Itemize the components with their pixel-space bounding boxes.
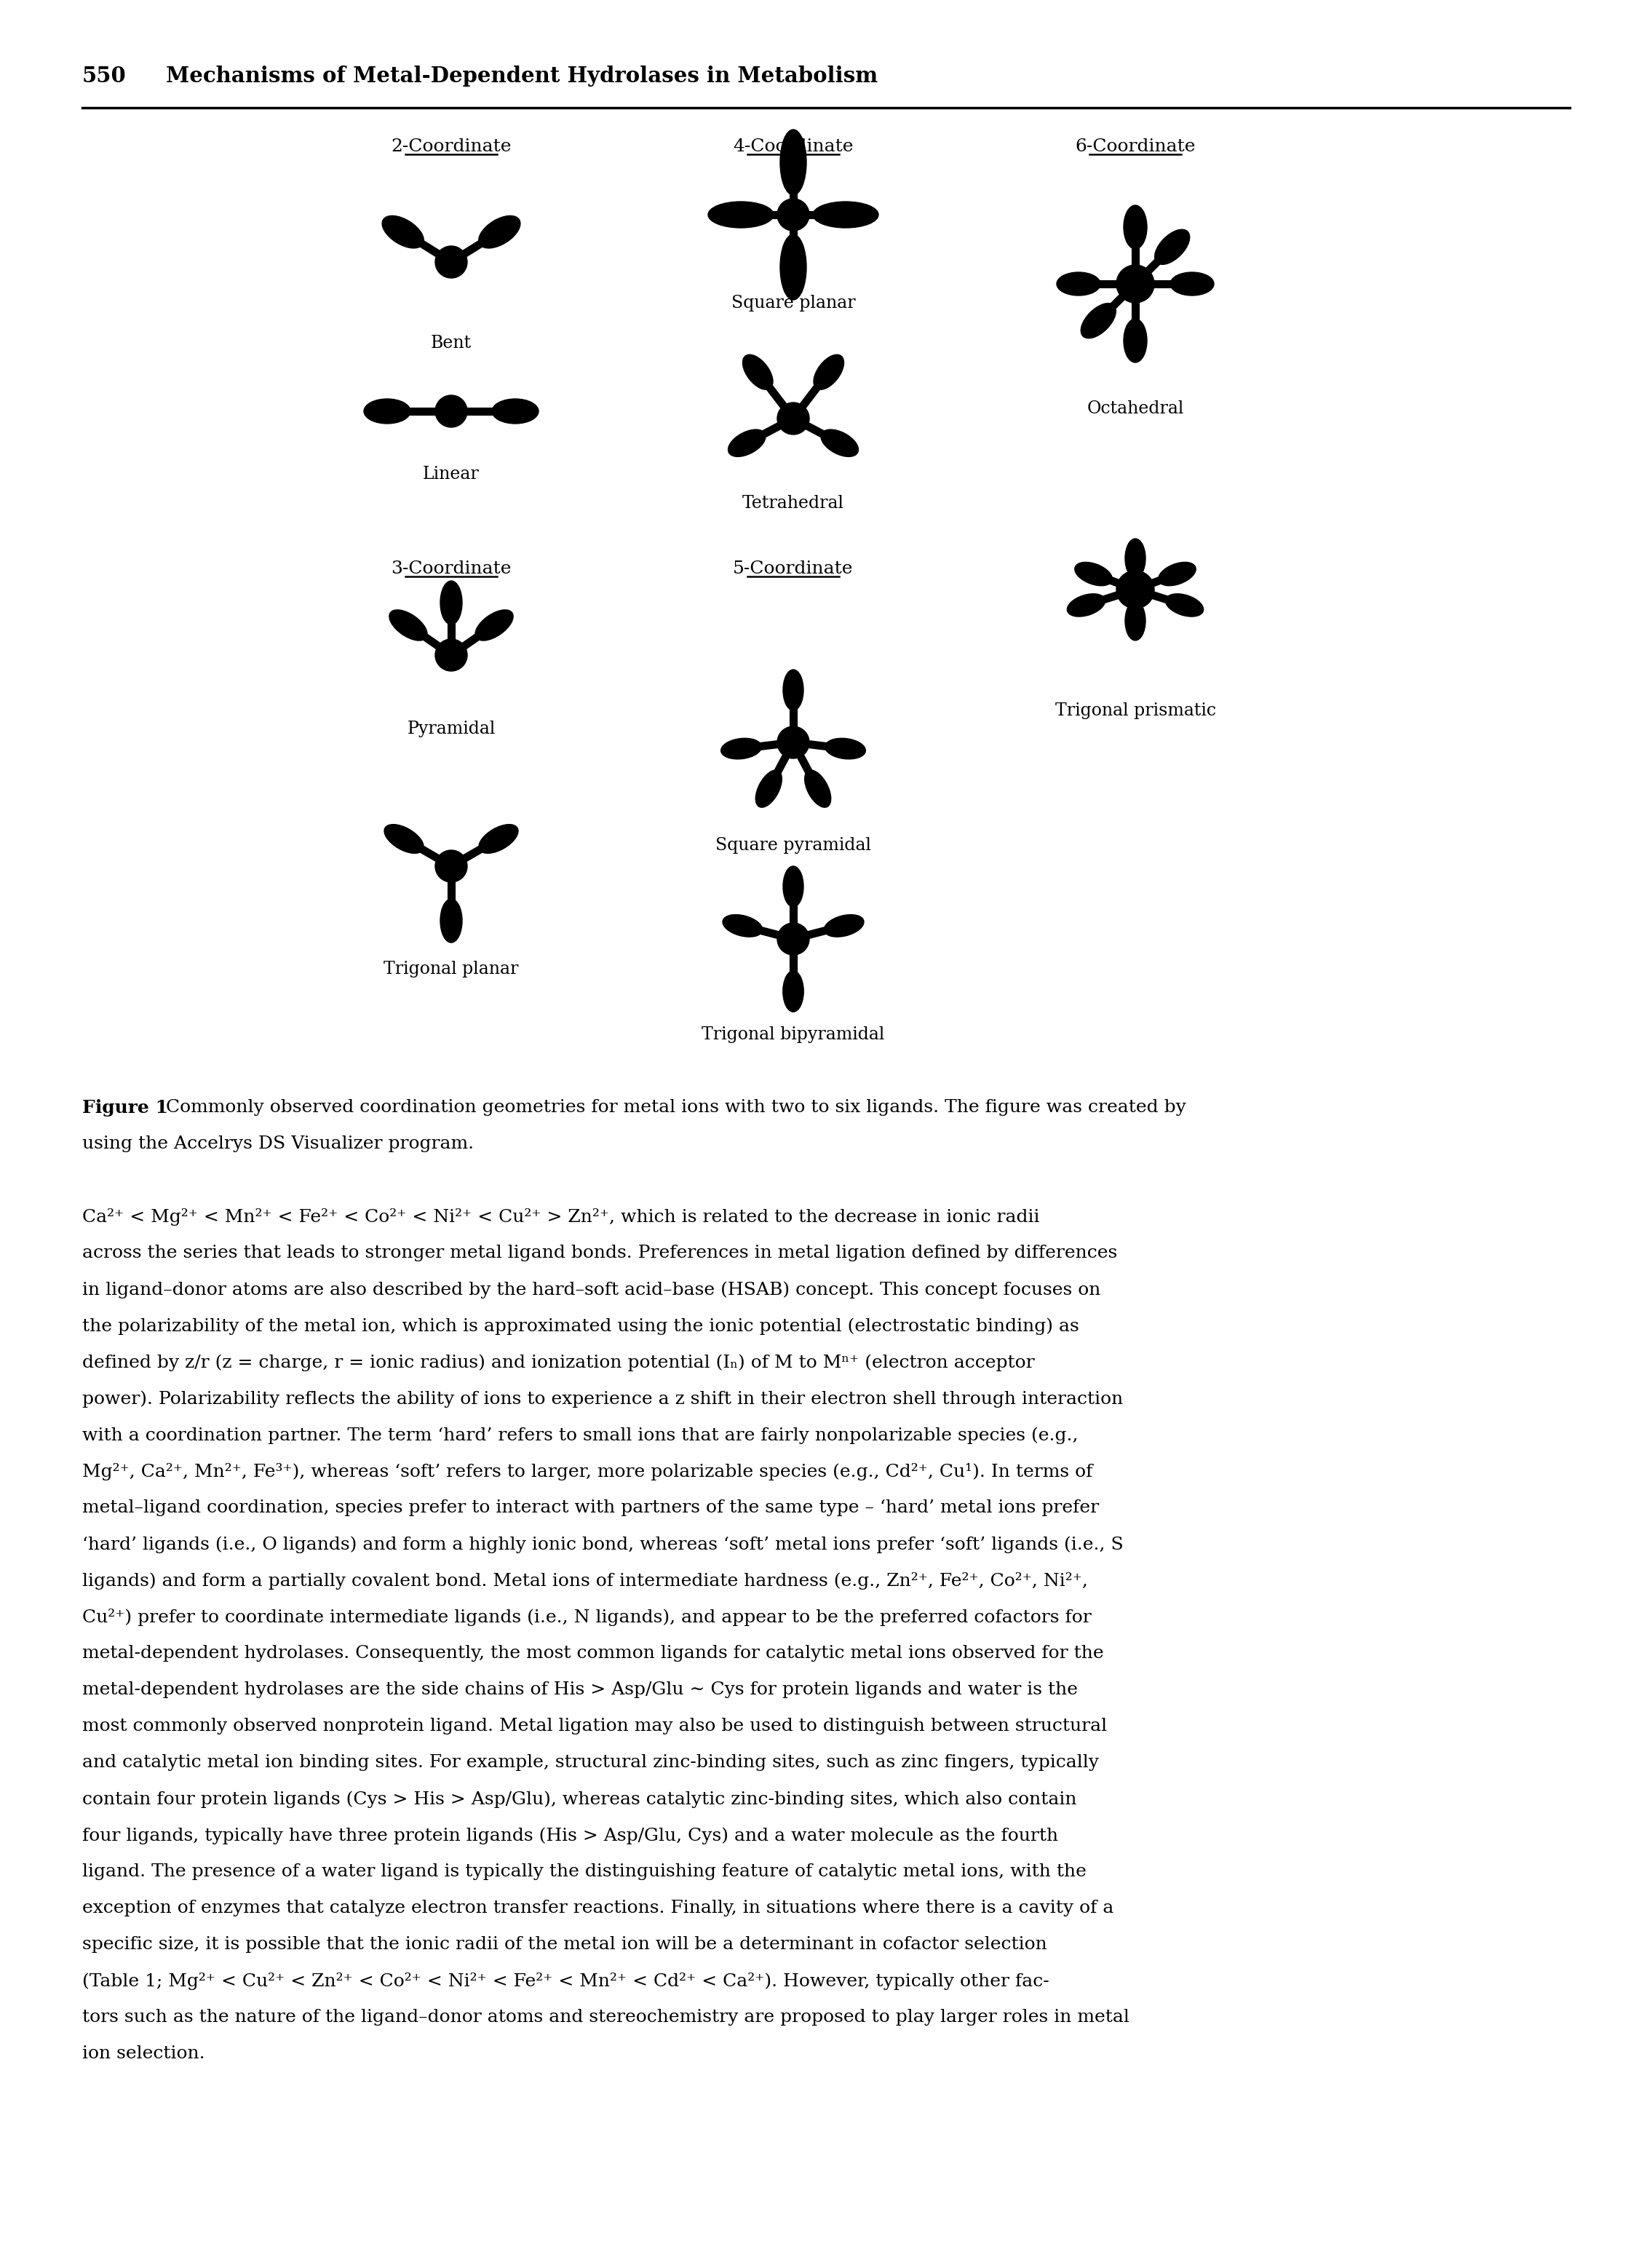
Ellipse shape <box>821 430 859 457</box>
Ellipse shape <box>1123 205 1146 250</box>
Ellipse shape <box>1125 601 1145 640</box>
Text: using the Accelrys DS Visualizer program.: using the Accelrys DS Visualizer program… <box>83 1135 474 1153</box>
Text: 5-Coordinate: 5-Coordinate <box>733 561 854 577</box>
Circle shape <box>1117 570 1155 608</box>
Ellipse shape <box>783 971 803 1011</box>
Ellipse shape <box>1158 563 1196 586</box>
Text: Mechanisms of Metal-Dependent Hydrolases in Metabolism: Mechanisms of Metal-Dependent Hydrolases… <box>165 65 877 86</box>
Ellipse shape <box>824 739 866 759</box>
Ellipse shape <box>390 610 428 640</box>
Text: ligands) and form a partially covalent bond. Metal ions of intermediate hardness: ligands) and form a partially covalent b… <box>83 1572 1089 1590</box>
Text: Figure 1: Figure 1 <box>83 1099 169 1117</box>
Text: Square planar: Square planar <box>732 295 856 311</box>
Ellipse shape <box>479 216 520 248</box>
Ellipse shape <box>441 899 463 944</box>
Circle shape <box>434 396 468 428</box>
Text: metal-dependent hydrolases are the side chains of His > Asp/Glu ∼ Cys for protei: metal-dependent hydrolases are the side … <box>83 1682 1077 1698</box>
Text: with a coordination partner. The term ‘hard’ refers to small ions that are fairl: with a coordination partner. The term ‘h… <box>83 1426 1079 1444</box>
Ellipse shape <box>780 131 806 196</box>
Text: Cu²⁺) prefer to coordinate intermediate ligands (i.e., N ligands), and appear to: Cu²⁺) prefer to coordinate intermediate … <box>83 1608 1092 1626</box>
Ellipse shape <box>709 203 773 227</box>
Text: metal–ligand coordination, species prefer to interact with partners of the same : metal–ligand coordination, species prefe… <box>83 1500 1099 1516</box>
Circle shape <box>434 245 468 277</box>
Ellipse shape <box>780 234 806 300</box>
Ellipse shape <box>722 914 763 937</box>
Text: four ligands, typically have three protein ligands (His > Asp/Glu, Cys) and a wa: four ligands, typically have three prote… <box>83 1826 1059 1844</box>
Text: Linear: Linear <box>423 466 479 482</box>
Text: specific size, it is possible that the ionic radii of the metal ion will be a de: specific size, it is possible that the i… <box>83 1937 1047 1952</box>
Ellipse shape <box>729 430 765 457</box>
Text: most commonly observed nonprotein ligand. Metal ligation may also be used to dis: most commonly observed nonprotein ligand… <box>83 1718 1107 1734</box>
Circle shape <box>776 727 809 759</box>
Ellipse shape <box>1067 595 1105 617</box>
Ellipse shape <box>1165 595 1203 617</box>
Text: 4-Coordinate: 4-Coordinate <box>733 137 854 155</box>
Text: 3-Coordinate: 3-Coordinate <box>392 561 512 577</box>
Text: exception of enzymes that catalyze electron transfer reactions. Finally, in situ: exception of enzymes that catalyze elect… <box>83 1901 1113 1916</box>
Text: Bent: Bent <box>431 336 471 351</box>
Text: power). Polarizability reflects the ability of ions to experience a z shift in t: power). Polarizability reflects the abil… <box>83 1389 1123 1408</box>
Text: across the series that leads to stronger metal ligand bonds. Preferences in meta: across the series that leads to stronger… <box>83 1245 1117 1261</box>
Text: ligand. The presence of a water ligand is typically the distinguishing feature o: ligand. The presence of a water ligand i… <box>83 1862 1087 1880</box>
Ellipse shape <box>385 824 423 854</box>
Ellipse shape <box>1123 320 1146 363</box>
Circle shape <box>434 851 468 883</box>
Ellipse shape <box>783 971 803 1011</box>
Text: ‘hard’ ligands (i.e., O ligands) and form a highly ionic bond, whereas ‘soft’ me: ‘hard’ ligands (i.e., O ligands) and for… <box>83 1536 1123 1554</box>
Text: Octahedral: Octahedral <box>1087 401 1184 417</box>
Circle shape <box>1117 266 1155 302</box>
Text: defined by z/r (z = charge, r = ionic radius) and ionization potential (Iₙ) of M: defined by z/r (z = charge, r = ionic ra… <box>83 1353 1034 1371</box>
Ellipse shape <box>1155 230 1189 263</box>
Ellipse shape <box>1057 272 1100 295</box>
Text: Trigonal planar: Trigonal planar <box>383 962 519 977</box>
Ellipse shape <box>479 824 519 854</box>
Ellipse shape <box>720 739 762 759</box>
Ellipse shape <box>1125 538 1145 579</box>
Ellipse shape <box>743 354 773 390</box>
Text: Ca²⁺ < Mg²⁺ < Mn²⁺ < Fe²⁺ < Co²⁺ < Ni²⁺ < Cu²⁺ > Zn²⁺, which is related to the d: Ca²⁺ < Mg²⁺ < Mn²⁺ < Fe²⁺ < Co²⁺ < Ni²⁺ … <box>83 1209 1039 1225</box>
Ellipse shape <box>1170 272 1214 295</box>
Ellipse shape <box>813 203 879 227</box>
Ellipse shape <box>824 914 864 937</box>
Text: Trigonal bipyramidal: Trigonal bipyramidal <box>702 1027 885 1043</box>
Circle shape <box>434 640 468 671</box>
Circle shape <box>776 923 809 955</box>
Text: and catalytic metal ion binding sites. For example, structural zinc-binding site: and catalytic metal ion binding sites. F… <box>83 1754 1099 1770</box>
Circle shape <box>776 198 809 230</box>
Text: in ligand–donor atoms are also described by the hard–soft acid–base (HSAB) conce: in ligand–donor atoms are also described… <box>83 1281 1100 1297</box>
Text: metal-dependent hydrolases. Consequently, the most common ligands for catalytic : metal-dependent hydrolases. Consequently… <box>83 1644 1104 1662</box>
Text: contain four protein ligands (Cys > His > Asp/Glu), whereas catalytic zinc-bindi: contain four protein ligands (Cys > His … <box>83 1790 1077 1808</box>
Text: Mg²⁺, Ca²⁺, Mn²⁺, Fe³⁺), whereas ‘soft’ refers to larger, more polarizable speci: Mg²⁺, Ca²⁺, Mn²⁺, Fe³⁺), whereas ‘soft’ … <box>83 1464 1092 1480</box>
Ellipse shape <box>492 399 539 423</box>
Circle shape <box>776 403 809 435</box>
Text: Tetrahedral: Tetrahedral <box>742 495 844 511</box>
Text: the polarizability of the metal ion, which is approximated using the ionic poten: the polarizability of the metal ion, whi… <box>83 1317 1079 1335</box>
Text: 6-Coordinate: 6-Coordinate <box>1075 137 1196 155</box>
Ellipse shape <box>1080 304 1115 338</box>
Ellipse shape <box>783 669 803 709</box>
Text: Trigonal prismatic: Trigonal prismatic <box>1056 703 1216 718</box>
Text: Commonly observed coordination geometries for metal ions with two to six ligands: Commonly observed coordination geometrie… <box>165 1099 1186 1115</box>
Ellipse shape <box>476 610 514 640</box>
Ellipse shape <box>805 770 831 808</box>
Text: 550: 550 <box>83 65 127 86</box>
Ellipse shape <box>783 867 803 908</box>
Text: 2-Coordinate: 2-Coordinate <box>392 137 512 155</box>
Ellipse shape <box>363 399 410 423</box>
Ellipse shape <box>755 770 781 808</box>
Text: Pyramidal: Pyramidal <box>406 721 496 736</box>
Ellipse shape <box>441 581 463 624</box>
Text: (Table 1; Mg²⁺ < Cu²⁺ < Zn²⁺ < Co²⁺ < Ni²⁺ < Fe²⁺ < Mn²⁺ < Cd²⁺ < Ca²⁺). However: (Table 1; Mg²⁺ < Cu²⁺ < Zn²⁺ < Co²⁺ < Ni… <box>83 1973 1049 1991</box>
Text: Square pyramidal: Square pyramidal <box>715 838 871 854</box>
Ellipse shape <box>1075 563 1112 586</box>
Text: tors such as the nature of the ligand–donor atoms and stereochemistry are propos: tors such as the nature of the ligand–do… <box>83 2009 1130 2025</box>
Ellipse shape <box>814 354 844 390</box>
Ellipse shape <box>382 216 425 248</box>
Text: ion selection.: ion selection. <box>83 2045 205 2063</box>
